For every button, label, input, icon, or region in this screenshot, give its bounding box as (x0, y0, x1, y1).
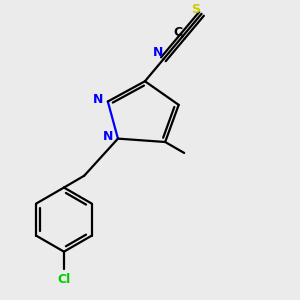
Text: Cl: Cl (57, 273, 70, 286)
Text: S: S (191, 2, 200, 16)
Text: C: C (173, 26, 182, 39)
Text: N: N (93, 93, 103, 106)
Text: N: N (103, 130, 114, 143)
Text: N: N (152, 46, 163, 59)
